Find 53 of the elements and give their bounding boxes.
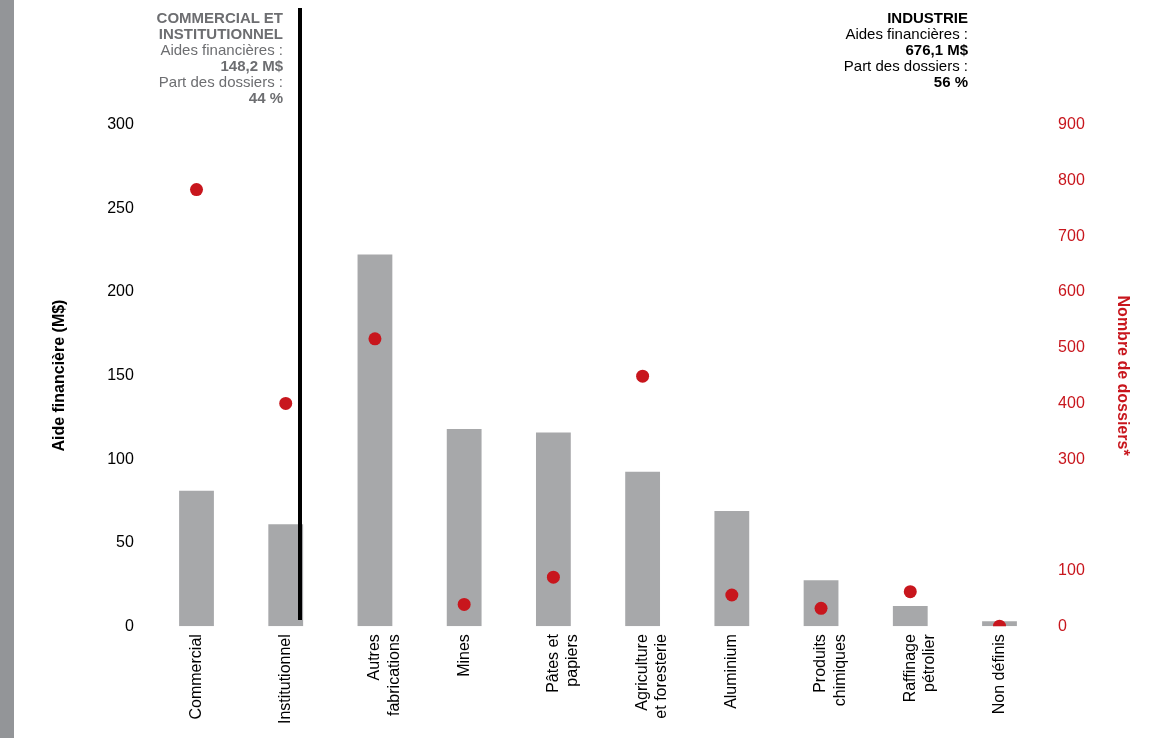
y-tick-label: 0 [124,616,134,634]
text: 676,1 M$ [904,41,968,58]
point [546,570,560,584]
y2-tick-label: 100 [1058,560,1085,578]
text: 44 % [247,89,283,106]
bar [446,429,482,627]
bar [535,432,571,627]
bar [714,510,750,627]
text: Part des dossiers : [842,57,968,74]
point [368,332,382,346]
point [190,183,204,197]
y-tick-label: 200 [107,282,134,300]
y2-axis-title: Nombre de dossiers* [1114,295,1132,457]
y-tick-label: 150 [107,365,134,383]
point [636,369,650,383]
y2-tick-label: 400 [1058,393,1085,411]
text: 148,2 M$ [219,57,283,74]
point [457,597,471,611]
x-tick-label: Raffinage pétrolier [900,633,937,703]
x-tick-label: Pâtes et papiers [543,633,580,693]
y2-tick-label: 900 [1058,115,1085,133]
y-tick-label: 100 [107,449,134,467]
y2-tick-label: 800 [1058,171,1085,189]
y-tick-label: 50 [116,533,134,551]
y2-tick-label: 0 [1058,616,1068,634]
y-tick-label: 250 [107,198,134,216]
point [279,396,293,410]
bar [625,471,661,627]
x-tick-label: Institutionnel [276,634,294,725]
text: Aides financières : [844,25,968,42]
y2-tick-label: 500 [1058,338,1085,356]
text: Part des dossiers : [157,73,283,90]
point [725,588,739,602]
y2-tick-label: 300 [1058,449,1085,467]
x-tick-label: Commercial [186,634,204,720]
bar [803,580,839,627]
bar [357,254,393,627]
text: INDUSTRIE [886,9,968,26]
y-axis-title: Aide financière (M$) [50,299,68,452]
point [903,585,917,599]
y-tick-label: 300 [107,115,134,133]
y2-tick-label: 600 [1058,282,1085,300]
bar [179,490,214,627]
text: Aides financières : [159,41,283,58]
x-tick-label: Produits chimiques [811,634,848,707]
x-tick-label: Autres fabrications [365,634,402,716]
text: 56 % [932,73,968,90]
x-tick-label: Non définis [989,634,1007,715]
x-tick-label: Mines [454,634,472,677]
text: COMMERCIAL ET INSTITUTIONNEL [155,9,283,42]
x-tick-label: Aluminium [722,634,740,709]
y2-tick-label: 700 [1058,226,1085,244]
bar [892,606,928,627]
